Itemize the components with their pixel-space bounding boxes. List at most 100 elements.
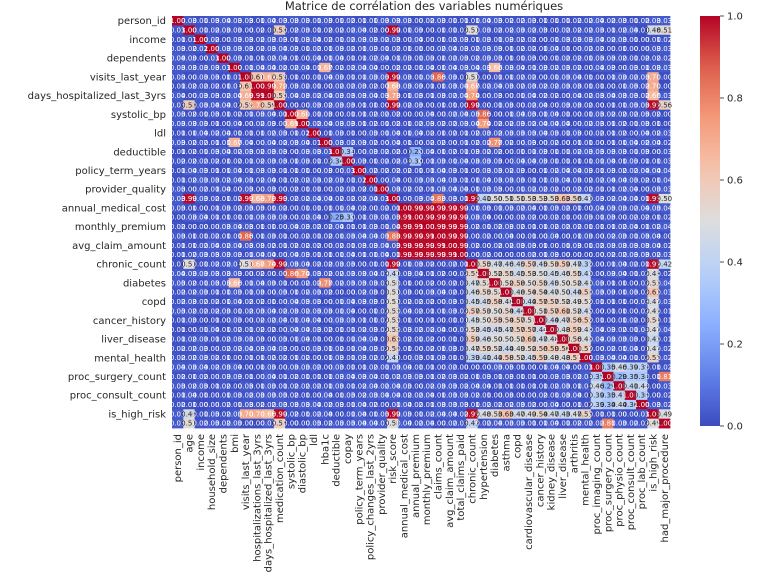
heatmap-cell xyxy=(432,25,445,36)
heatmap-cell xyxy=(511,128,524,139)
x-tick-label: diabetes xyxy=(490,434,501,477)
heatmap-cell xyxy=(217,259,229,270)
heatmap-cell xyxy=(375,81,388,92)
heatmap-cell xyxy=(353,268,365,279)
heatmap-cell xyxy=(183,268,196,279)
heatmap-cell xyxy=(353,343,365,354)
heatmap-cell xyxy=(421,156,433,167)
heatmap-cell xyxy=(273,334,286,345)
heatmap-cell xyxy=(613,278,626,288)
heatmap-cell xyxy=(658,325,671,335)
heatmap-cell xyxy=(658,165,671,176)
heatmap-cell xyxy=(251,362,263,373)
heatmap-cell xyxy=(534,231,546,242)
heatmap-cell xyxy=(228,325,241,335)
heatmap-cell xyxy=(194,212,207,223)
heatmap-cell xyxy=(273,231,286,242)
heatmap-cell xyxy=(421,259,433,270)
heatmap-cell xyxy=(624,34,637,45)
heatmap-cell xyxy=(341,175,354,185)
heatmap-cell xyxy=(285,231,297,242)
heatmap-cell xyxy=(443,231,456,242)
heatmap-cell xyxy=(375,222,388,232)
heatmap-cell xyxy=(624,268,637,279)
heatmap-cell xyxy=(488,25,501,36)
heatmap-cell xyxy=(602,231,614,242)
heatmap-cell xyxy=(319,34,331,45)
heatmap-cell xyxy=(319,231,331,242)
heatmap-cell xyxy=(590,334,603,345)
heatmap-cell xyxy=(364,90,377,101)
heatmap-cell xyxy=(341,343,354,354)
heatmap-cell xyxy=(579,250,592,260)
heatmap-cell xyxy=(500,250,512,260)
heatmap-cell xyxy=(353,25,365,36)
heatmap-cell xyxy=(421,222,433,232)
heatmap-cell xyxy=(454,278,467,288)
heatmap-cell xyxy=(658,306,671,317)
heatmap-cell xyxy=(556,353,569,363)
heatmap-cell xyxy=(443,25,456,36)
heatmap-cell xyxy=(522,381,535,391)
heatmap-cell xyxy=(454,34,467,45)
heatmap-cell xyxy=(387,193,399,204)
heatmap-cell xyxy=(590,137,603,148)
heatmap-cell xyxy=(398,399,411,410)
heatmap-cell xyxy=(228,222,241,232)
heatmap-cell xyxy=(330,203,343,214)
heatmap-cell xyxy=(522,287,535,298)
heatmap-cell xyxy=(330,175,343,185)
heatmap-cell xyxy=(556,44,569,54)
heatmap-cell xyxy=(183,147,196,157)
cell-annotation: 0.03 xyxy=(657,64,673,72)
heatmap-cell xyxy=(443,315,456,326)
heatmap-cell xyxy=(251,268,263,279)
heatmap-cell xyxy=(409,343,422,354)
heatmap-cell xyxy=(534,381,546,391)
heatmap-cell xyxy=(522,278,535,288)
heatmap-cell xyxy=(330,62,343,73)
heatmap-cell xyxy=(511,250,524,260)
heatmap-cell xyxy=(545,156,558,167)
heatmap-cell xyxy=(375,390,388,401)
heatmap-cell xyxy=(387,240,399,251)
heatmap-cell xyxy=(409,81,422,92)
heatmap-cell xyxy=(624,278,637,288)
heatmap-cell xyxy=(624,306,637,317)
heatmap-cell xyxy=(239,334,252,345)
heatmap-cell xyxy=(172,147,184,157)
heatmap-cell xyxy=(432,81,445,92)
heatmap-cell xyxy=(364,16,377,26)
heatmap-cell xyxy=(285,203,297,214)
heatmap-cell xyxy=(443,90,456,101)
heatmap-cell xyxy=(364,325,377,335)
heatmap-cell xyxy=(624,62,637,73)
heatmap-cell xyxy=(568,156,580,167)
heatmap-cell xyxy=(556,34,569,45)
heatmap-cell xyxy=(590,296,603,307)
heatmap-cell xyxy=(364,25,377,36)
heatmap-cell xyxy=(409,287,422,298)
heatmap-cell xyxy=(624,259,637,270)
heatmap-cell xyxy=(522,231,535,242)
heatmap-cell xyxy=(296,34,309,45)
heatmap-cell xyxy=(522,203,535,214)
heatmap-cell xyxy=(454,25,467,36)
heatmap-cell xyxy=(647,315,660,326)
heatmap-cell xyxy=(251,137,263,148)
heatmap-cell xyxy=(545,250,558,260)
heatmap-cell xyxy=(364,399,377,410)
heatmap-cell xyxy=(534,399,546,410)
heatmap-cell xyxy=(647,353,660,363)
heatmap-cell xyxy=(500,147,512,157)
cell-annotation: 0.00 xyxy=(657,73,673,81)
heatmap-cell xyxy=(443,381,456,391)
heatmap-cell xyxy=(477,90,490,101)
heatmap-cell xyxy=(579,362,592,373)
heatmap-cell xyxy=(285,306,297,317)
heatmap-cell xyxy=(341,25,354,36)
heatmap-cell xyxy=(194,25,207,36)
heatmap-cell xyxy=(296,72,309,82)
x-tick-label: risk_score xyxy=(388,434,399,484)
heatmap-cell xyxy=(296,250,309,260)
